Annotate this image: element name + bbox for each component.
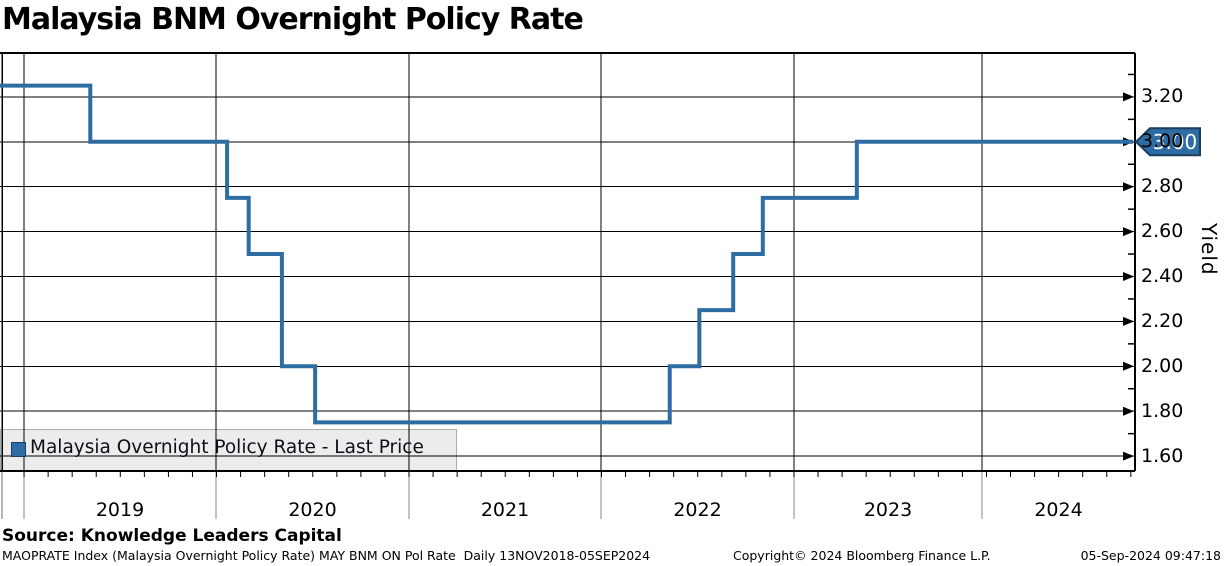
legend-background bbox=[0, 429, 457, 471]
axis-arrow-icon bbox=[1123, 316, 1134, 326]
axis-arrow-icon bbox=[1123, 182, 1134, 192]
y-axis-tick-label: 2.20 bbox=[1141, 309, 1184, 332]
y-axis-tick-label: 1.60 bbox=[1141, 444, 1184, 467]
y-axis-tick-label: 2.00 bbox=[1141, 354, 1184, 377]
axis-arrow-icon bbox=[1123, 92, 1134, 102]
chart-title: Malaysia BNM Overnight Policy Rate bbox=[2, 2, 584, 37]
y-axis-tick-label: 2.60 bbox=[1141, 220, 1184, 243]
copyright-note: Copyright© 2024 Bloomberg Finance L.P. bbox=[733, 548, 991, 563]
policy-rate-line bbox=[0, 83, 1133, 425]
x-axis-year-label: 2020 bbox=[288, 499, 337, 521]
y-axis-tick-label: 3.20 bbox=[1141, 85, 1184, 108]
legend-series-marker-icon bbox=[11, 442, 26, 457]
x-axis-year-label: 2023 bbox=[863, 499, 913, 521]
x-axis-year-label: 2021 bbox=[480, 499, 530, 521]
y-axis-tick-label: 3.00 bbox=[1141, 130, 1184, 153]
y-axis-title: Yield bbox=[1197, 223, 1221, 276]
last-price-tag-value: 3.00 bbox=[1153, 130, 1198, 154]
axis-arrow-icon bbox=[1123, 451, 1134, 461]
y-axis-tick-label: 2.80 bbox=[1141, 175, 1184, 198]
index-descriptor: MAOPRATE Index (Malaysia Overnight Polic… bbox=[2, 548, 651, 563]
legend-series-label: Malaysia Overnight Policy Rate - Last Pr… bbox=[30, 437, 424, 458]
legend: Malaysia Overnight Policy Rate - Last Pr… bbox=[0, 429, 456, 471]
x-axis-year-label: 2019 bbox=[95, 499, 145, 521]
last-price-tag bbox=[1134, 127, 1201, 157]
axis-arrow-icon bbox=[1123, 227, 1134, 237]
x-axis-year-label: 2022 bbox=[673, 499, 722, 521]
y-axis-tick-label: 1.80 bbox=[1141, 399, 1184, 422]
source-note: Source: Knowledge Leaders Capital bbox=[2, 526, 342, 546]
axis-arrow-icon bbox=[1123, 272, 1134, 281]
axis-arrow-icon bbox=[1123, 361, 1134, 371]
y-axis-tick-label: 2.40 bbox=[1141, 265, 1184, 287]
x-axis-year-label: 2024 bbox=[1034, 499, 1083, 521]
axis-arrow-icon bbox=[1123, 406, 1134, 416]
timestamp: 05-Sep-2024 09:47:18 bbox=[1080, 548, 1221, 563]
